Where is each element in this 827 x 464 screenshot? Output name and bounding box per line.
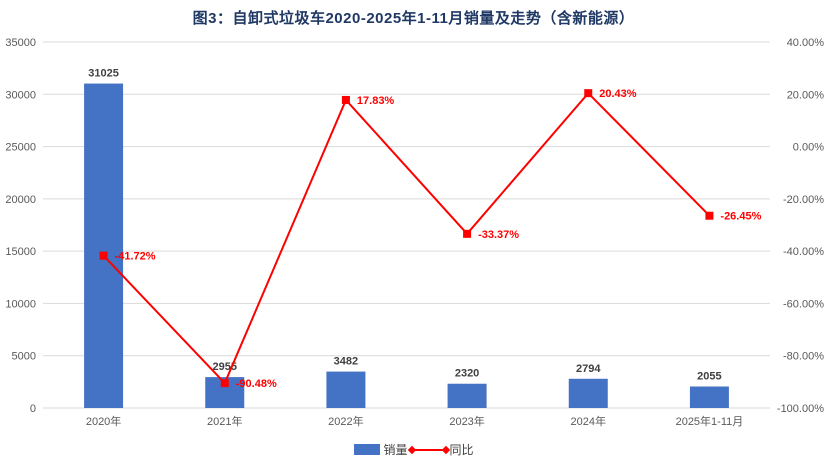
x-axis-label: 2025年1-11月: [676, 414, 744, 428]
sales-value-label: 31025: [88, 68, 119, 80]
right-axis-tick: -20.00%: [783, 194, 824, 206]
right-axis-tick: 0.00%: [793, 142, 824, 154]
sales-value-label: 2794: [576, 363, 601, 375]
yoy-value-label: -90.48%: [236, 378, 277, 390]
x-axis-label: 2021年: [207, 414, 242, 428]
yoy-marker: [705, 211, 714, 220]
right-axis-tick: -100.00%: [777, 403, 824, 415]
sales-bar: [689, 386, 729, 408]
x-axis-label: 2023年: [449, 414, 484, 428]
sales-legend-label: 销量: [383, 443, 408, 457]
sales-value-label: 2055: [697, 371, 721, 383]
sales-value-label: 3482: [334, 356, 358, 368]
sales-bar: [568, 378, 608, 408]
right-axis-tick: -80.00%: [783, 351, 824, 363]
sales-bar: [326, 371, 366, 408]
chart-title: 图3：自卸式垃圾车2020-2025年1-11月销量及走势（含新能源）: [192, 10, 635, 27]
right-axis-tick: -40.00%: [783, 246, 824, 258]
left-axis-tick: 5000: [12, 351, 36, 363]
right-axis-tick: -60.00%: [783, 298, 824, 310]
yoy-marker: [463, 229, 472, 238]
right-axis-tick: 20.00%: [787, 89, 825, 101]
yoy-value-label: 20.43%: [599, 88, 637, 100]
left-axis-tick: 0: [30, 403, 36, 415]
chart-legend: 销量 同比: [353, 441, 474, 458]
left-axis-tick: 15000: [5, 246, 36, 258]
x-axis-label: 2022年: [328, 414, 363, 428]
yoy-legend-line-icon: [407, 445, 450, 455]
sales-value-label: 2320: [455, 368, 479, 380]
x-axis-label: 2020年: [86, 414, 121, 428]
yoy-line: [102, 91, 711, 385]
yoy-value-label: 17.83%: [357, 95, 395, 107]
yoy-value-label: -41.72%: [115, 251, 156, 263]
left-axis-tick: 20000: [5, 194, 36, 206]
sales-legend-swatch-icon: [353, 444, 380, 455]
sales-bar: [447, 383, 487, 408]
yoy-value-label: -26.45%: [720, 211, 761, 223]
right-axis-tick: 40.00%: [787, 37, 825, 49]
yoy-marker: [220, 379, 229, 388]
sales-bar: [84, 83, 124, 409]
left-axis-tick: 30000: [5, 89, 36, 101]
left-axis-tick: 25000: [5, 142, 36, 154]
x-axis-label: 2024年: [571, 414, 606, 428]
left-axis-tick: 35000: [5, 37, 36, 49]
yoy-marker: [341, 95, 350, 104]
yoy-marker: [99, 251, 108, 260]
yoy-legend-label: 同比: [449, 443, 474, 457]
yoy-value-label: -33.37%: [478, 229, 519, 241]
left-axis-tick: 10000: [5, 298, 36, 310]
yoy-marker: [584, 89, 593, 98]
